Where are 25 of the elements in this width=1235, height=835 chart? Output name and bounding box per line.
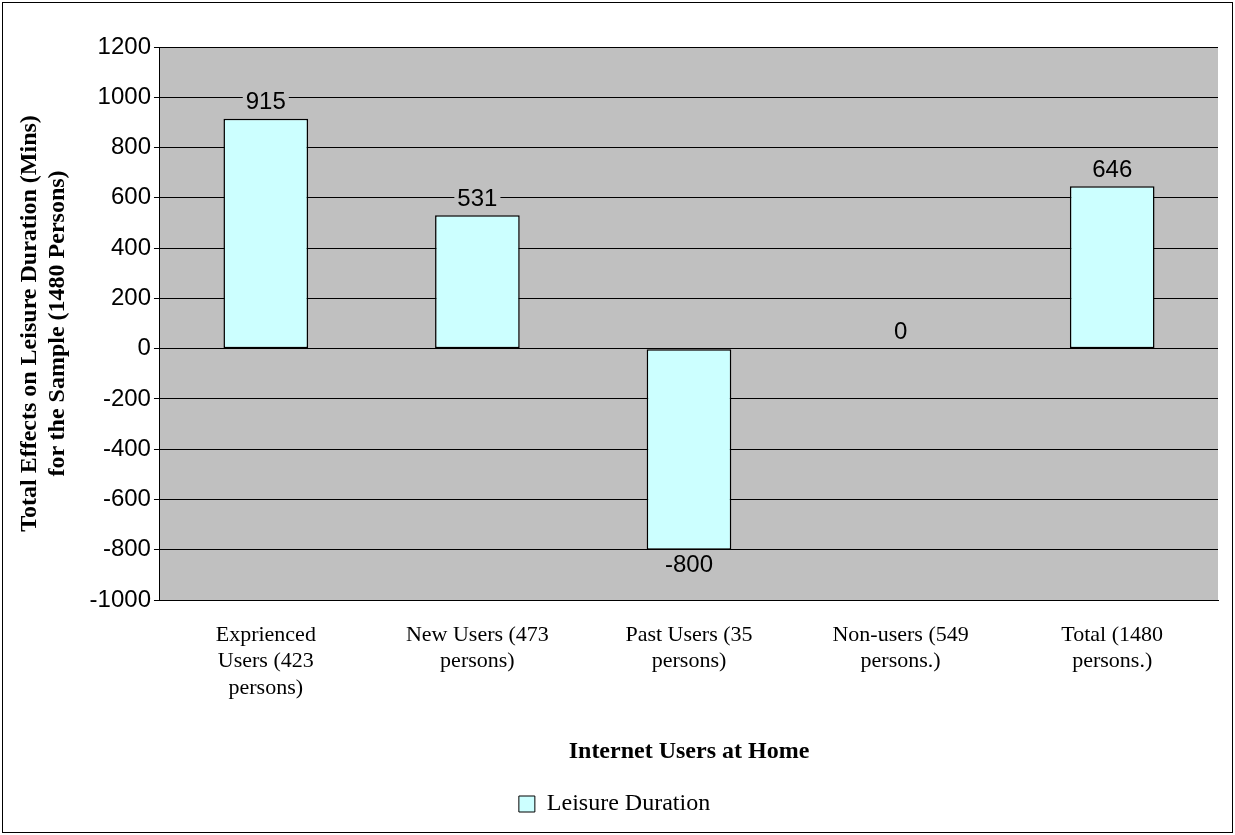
data-label: 646: [1092, 154, 1133, 182]
x-tick-label: Past Users (35 persons): [625, 620, 753, 673]
data-label: 531: [457, 183, 498, 211]
data-label: -800: [664, 550, 714, 578]
y-tick-label: 200: [110, 282, 151, 310]
y-tick-label: -600: [102, 484, 151, 512]
y-tick-label: 600: [110, 182, 151, 210]
y-tick-label: -200: [102, 383, 151, 411]
x-tick-label: Total (1480 persons.): [1061, 620, 1164, 673]
legend-label: Leisure Duration: [546, 789, 711, 816]
y-tick-label: 1000: [97, 81, 151, 109]
y-tick-label: 0: [137, 333, 151, 361]
x-tick-label: New Users (473 persons): [405, 620, 549, 673]
y-tick-label: -1000: [89, 584, 151, 612]
y-axis-title: Total Effects on Leisure Duration (Mins) for the Sample (1480 Persons): [14, 115, 70, 532]
y-tick-label: 1200: [97, 31, 151, 59]
x-tick-label: Exprienced Users (423 persons): [215, 620, 316, 699]
y-tick-label: 400: [110, 232, 151, 260]
y-tick-label: -400: [102, 433, 151, 461]
y-tick-label: -800: [102, 534, 151, 562]
x-axis-title: Internet Users at Home: [568, 736, 810, 763]
data-label: 915: [245, 87, 286, 115]
x-tick-label: Non-users (549 persons.): [832, 620, 969, 673]
y-tick-label: 800: [110, 132, 151, 160]
data-label: 0: [893, 317, 908, 345]
